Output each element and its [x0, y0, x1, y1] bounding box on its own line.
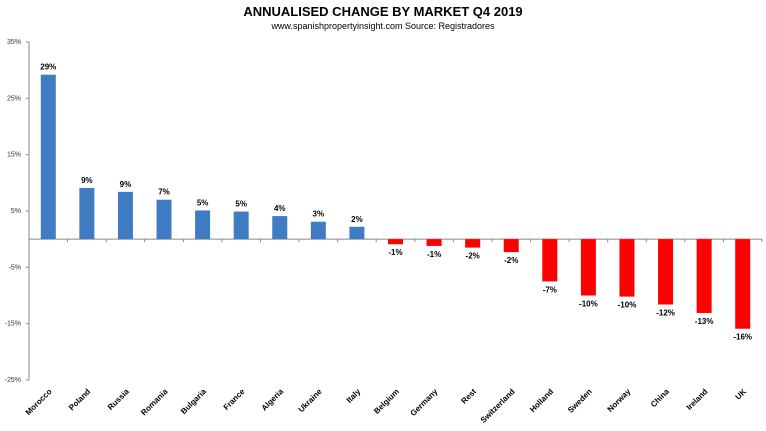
data-label: -10%: [579, 300, 598, 309]
bar: [619, 239, 635, 297]
bar: [465, 239, 481, 248]
category-label: Algeria: [260, 387, 286, 413]
chart-title: ANNUALISED CHANGE BY MARKET Q4 2019: [243, 4, 523, 19]
category-label: Poland: [67, 387, 92, 412]
bar: [696, 239, 712, 313]
category-label: Belgium: [372, 387, 401, 416]
data-label: 5%: [197, 198, 209, 207]
y-tick-label: -5%: [9, 264, 21, 271]
category-label: Norway: [606, 387, 633, 414]
bar: [233, 211, 249, 240]
data-label: 3%: [313, 210, 325, 219]
data-label: 5%: [235, 200, 247, 209]
bar: [156, 199, 172, 240]
category-label: Ukraine: [297, 387, 325, 415]
category-label: Morocco: [24, 387, 54, 417]
bar: [388, 239, 403, 245]
y-tick-label: 15%: [7, 152, 21, 159]
bar: [272, 216, 288, 240]
data-label: -2%: [504, 256, 518, 265]
bar: [580, 239, 596, 296]
bar: [79, 187, 95, 240]
data-label: -7%: [543, 285, 557, 294]
bar: [735, 239, 751, 329]
category-label: Germany: [409, 387, 440, 418]
bar: [503, 239, 519, 253]
category-label: China: [649, 387, 671, 409]
data-label: 7%: [158, 188, 170, 197]
y-tick-label: 25%: [7, 95, 21, 102]
data-label: -2%: [466, 252, 480, 261]
data-label: -1%: [388, 248, 402, 257]
data-label: -16%: [733, 333, 752, 342]
y-tick-label: 5%: [11, 208, 21, 215]
bar: [195, 210, 211, 240]
y-tick-label: -15%: [5, 321, 21, 328]
data-label: 2%: [351, 215, 363, 224]
data-label: -12%: [656, 309, 675, 318]
data-label: -1%: [427, 250, 441, 259]
category-label: France: [222, 387, 247, 412]
bar: [658, 239, 674, 305]
data-label: 9%: [81, 176, 93, 185]
y-tick-label: -25%: [5, 377, 21, 384]
bar: [310, 221, 326, 240]
bar: [40, 74, 56, 240]
bar: [542, 239, 558, 282]
category-label: Italy: [345, 387, 363, 405]
data-label: 9%: [120, 180, 132, 189]
category-label: Sweden: [566, 387, 594, 415]
category-label: Holland: [528, 387, 555, 414]
y-tick-label: 35%: [7, 39, 21, 46]
category-label: Switzerland: [479, 387, 517, 425]
chart-subtitle: www.spanishpropertyinsight.com Source: R…: [271, 21, 495, 31]
category-label: Russia: [106, 387, 131, 412]
bar: [117, 191, 133, 240]
category-label: Rest: [459, 387, 478, 406]
category-label: UK: [734, 387, 749, 402]
data-label: -10%: [618, 301, 637, 310]
data-label: 29%: [40, 63, 56, 72]
data-label: -13%: [695, 317, 714, 326]
bar: [426, 239, 442, 246]
category-label: Ireland: [685, 387, 710, 412]
category-label: Romania: [139, 387, 170, 418]
category-label: Bulgaria: [179, 387, 208, 416]
data-label: 4%: [274, 204, 286, 213]
bar: [349, 226, 365, 240]
